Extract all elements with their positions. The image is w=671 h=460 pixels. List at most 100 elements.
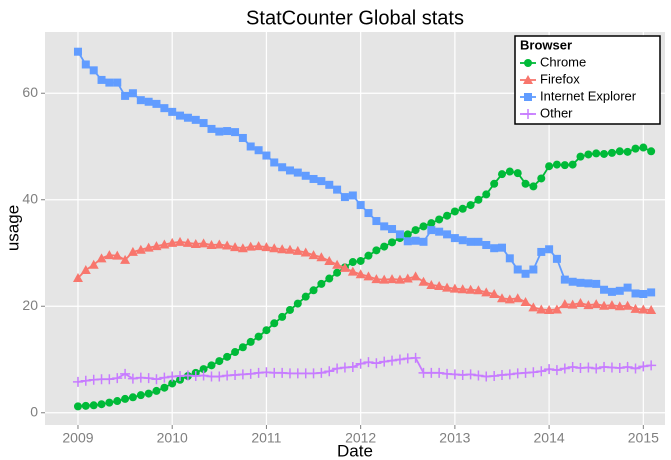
point [481, 287, 492, 297]
point [105, 398, 114, 407]
point [567, 299, 578, 309]
point [160, 104, 169, 113]
point [465, 284, 476, 294]
point [496, 293, 507, 303]
point [333, 185, 342, 194]
point [537, 247, 546, 256]
point [332, 259, 343, 269]
point [136, 96, 145, 105]
point [623, 283, 632, 292]
point [371, 274, 382, 284]
point [568, 277, 577, 286]
point [552, 160, 561, 169]
point [639, 290, 648, 298]
point [207, 361, 216, 370]
point [348, 258, 357, 267]
point [72, 376, 83, 387]
point [88, 259, 99, 269]
point [246, 337, 255, 346]
point [442, 282, 453, 292]
x-tick-label: 2010 [157, 430, 188, 446]
point [544, 364, 555, 375]
point [97, 75, 106, 84]
point [214, 371, 225, 382]
point [214, 239, 225, 249]
point [466, 201, 475, 210]
point [246, 142, 255, 151]
point [528, 302, 539, 312]
point [466, 237, 475, 246]
legend-label: Firefox [540, 71, 580, 86]
point [473, 370, 484, 381]
point [489, 289, 500, 298]
point [175, 236, 186, 246]
point [379, 274, 390, 284]
point [411, 236, 420, 245]
point [615, 147, 624, 156]
point [380, 222, 389, 231]
point [254, 332, 263, 341]
point [324, 366, 335, 377]
point [504, 369, 515, 380]
point [497, 170, 506, 179]
point [465, 369, 476, 380]
point [317, 177, 326, 186]
point [97, 400, 106, 409]
point [614, 301, 625, 311]
point [121, 394, 130, 403]
point [607, 287, 616, 296]
point [387, 274, 398, 284]
point [512, 293, 523, 303]
point [576, 278, 585, 287]
point [638, 361, 649, 372]
point [347, 361, 358, 372]
legend-marker [523, 75, 533, 84]
point [380, 242, 389, 251]
point [143, 373, 154, 384]
x-tick-label: 2011 [251, 430, 281, 446]
point [410, 271, 421, 281]
point [607, 148, 616, 157]
point [215, 127, 224, 136]
point [167, 237, 178, 247]
point [544, 304, 555, 314]
point [262, 326, 271, 335]
point [104, 250, 115, 260]
point [427, 219, 436, 228]
point [356, 256, 365, 265]
point [435, 227, 444, 236]
point [355, 358, 366, 369]
point [379, 356, 390, 367]
x-tick-label: 2012 [345, 430, 376, 446]
point [151, 374, 162, 385]
point [96, 253, 107, 263]
point [80, 375, 91, 386]
point [372, 246, 381, 255]
legend: Browser Chrome Firefox Internet Explorer Oth… [514, 35, 661, 125]
point [73, 47, 82, 56]
point [151, 241, 162, 251]
point [300, 247, 311, 257]
point [89, 66, 98, 75]
x-tick-label: 2014 [534, 430, 565, 446]
point [482, 241, 491, 250]
point [584, 279, 593, 288]
point [238, 133, 247, 142]
point [591, 299, 602, 309]
point [575, 298, 586, 308]
point [136, 391, 145, 400]
point [293, 299, 302, 308]
point [222, 240, 233, 250]
point [528, 367, 539, 378]
point [317, 279, 326, 288]
point [105, 78, 114, 87]
chart-title: StatCounter Global stats [246, 7, 464, 29]
point [168, 379, 177, 388]
point [552, 254, 561, 263]
point [647, 288, 656, 297]
legend-label: Other [540, 105, 573, 120]
point [490, 179, 499, 188]
point [505, 254, 514, 263]
legend-marker [524, 59, 532, 67]
point [127, 373, 138, 384]
